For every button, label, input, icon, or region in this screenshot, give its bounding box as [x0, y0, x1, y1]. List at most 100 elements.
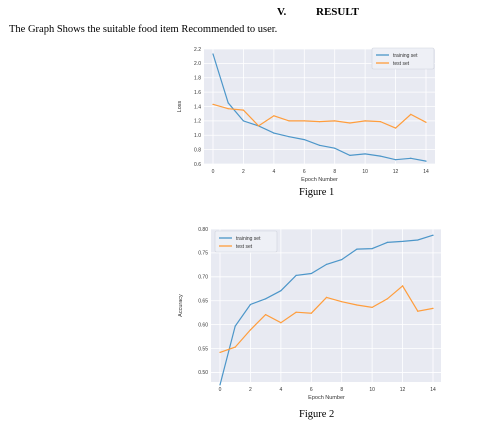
- x-tick-label: 0: [212, 169, 215, 175]
- x-tick-label: 12: [393, 169, 399, 175]
- training-set-point: [273, 132, 275, 134]
- x-tick-label: 2: [242, 169, 245, 175]
- y-tick-label: 0.75: [198, 251, 208, 257]
- section-number: V.: [277, 6, 287, 18]
- test-set-point: [379, 120, 381, 123]
- x-tick-label: 10: [369, 387, 375, 393]
- y-tick-label: 0.50: [198, 370, 208, 376]
- training-set-point: [288, 136, 290, 138]
- test-set-point: [401, 285, 404, 287]
- training-set-point: [386, 241, 388, 243]
- y-tick-label: 1.0: [194, 133, 201, 139]
- training-set-point: [410, 157, 412, 159]
- x-axis-label: Epoch Number: [301, 177, 338, 183]
- test-set-point: [334, 120, 336, 122]
- training-set-point: [364, 153, 366, 155]
- training-set-point: [341, 259, 343, 261]
- figure-2-caption: Figure 2: [299, 409, 335, 420]
- test-set-point: [410, 113, 412, 116]
- test-set-point: [425, 121, 427, 123]
- legend-box: [371, 47, 435, 70]
- training-set-point: [356, 248, 358, 250]
- training-set-point: [379, 155, 381, 157]
- training-set-point: [401, 240, 404, 243]
- test-set-point: [310, 312, 312, 314]
- x-tick-label: 4: [272, 169, 275, 175]
- y-tick-label: 0.65: [198, 299, 208, 305]
- test-set-point: [371, 306, 373, 309]
- training-set-point: [432, 234, 434, 236]
- test-set-point: [318, 120, 321, 123]
- legend-label: training set: [393, 53, 418, 59]
- test-set-point: [386, 298, 388, 300]
- x-tick-label: 4: [279, 387, 282, 393]
- test-set-point: [295, 311, 297, 313]
- test-set-point: [249, 329, 252, 331]
- legend-box: [214, 230, 278, 253]
- test-set-point: [303, 120, 305, 122]
- test-set-point: [280, 322, 282, 324]
- x-tick-label: 2: [249, 387, 252, 393]
- x-tick-label: 6: [310, 387, 313, 393]
- test-set-point: [288, 120, 290, 122]
- test-set-point: [325, 296, 328, 298]
- test-set-point: [227, 108, 229, 110]
- test-set-point: [219, 351, 221, 353]
- y-tick-label: 0.6: [194, 162, 201, 168]
- training-set-point: [212, 53, 214, 55]
- training-set-point: [227, 102, 229, 104]
- test-set-point: [394, 127, 397, 129]
- y-tick-label: 0.8: [194, 147, 201, 153]
- test-set-point: [417, 310, 419, 312]
- x-tick-label: 8: [333, 169, 336, 175]
- test-set-point: [341, 301, 343, 303]
- y-tick-label: 1.4: [194, 104, 201, 110]
- training-set-point: [334, 147, 336, 149]
- training-set-point: [325, 263, 328, 265]
- x-axis-label: Epoch Number: [308, 395, 345, 401]
- intro-paragraph: The Graph Shows the suitable food item R…: [9, 24, 278, 35]
- training-set-point: [310, 272, 312, 275]
- training-set-point: [280, 290, 282, 292]
- training-set-point: [234, 325, 236, 327]
- x-tick-label: 8: [340, 387, 343, 393]
- training-set-point: [417, 239, 419, 241]
- y-tick-label: 0.60: [198, 322, 208, 328]
- legend-label: test set: [393, 61, 410, 67]
- section-title: RESULT: [316, 6, 360, 18]
- test-set-point: [364, 120, 366, 122]
- training-set-point: [425, 160, 427, 162]
- training-set-point: [242, 120, 245, 122]
- test-set-point: [273, 115, 275, 117]
- y-tick-label: 2.0: [194, 61, 201, 67]
- x-tick-label: 6: [303, 169, 306, 175]
- x-tick-label: 12: [400, 387, 406, 393]
- x-tick-label: 14: [430, 387, 436, 393]
- test-set-point: [234, 346, 236, 348]
- loss-chart: 0 2 4 6 8 10 12 14 0.6 0.8 1.0 1.2 1.4 1.6 1.8 2.0 2.2 Ep…: [177, 47, 435, 183]
- legend-label: training set: [236, 236, 261, 242]
- training-set-point: [349, 154, 351, 156]
- test-set-point: [349, 122, 351, 124]
- test-set-point: [242, 109, 245, 111]
- y-tick-label: 1.6: [194, 90, 201, 96]
- test-set-point: [356, 304, 358, 306]
- figure-1-caption: Figure 1: [299, 187, 335, 198]
- legend-label: test set: [236, 244, 253, 250]
- test-set-point: [258, 125, 260, 127]
- test-set-point: [432, 307, 434, 309]
- y-axis-label: Accuracy: [178, 294, 184, 317]
- training-set-point: [219, 384, 221, 386]
- y-tick-label: 2.2: [194, 47, 201, 53]
- x-tick-label: 14: [423, 169, 429, 175]
- test-set-point: [212, 103, 214, 105]
- training-set-point: [295, 274, 297, 276]
- y-tick-label: 0.70: [198, 275, 208, 281]
- training-set-point: [249, 303, 252, 306]
- y-tick-label: 1.8: [194, 76, 201, 82]
- training-set-point: [303, 138, 305, 141]
- accuracy-chart: 0 2 4 6 8 10 12 14 0.50 0.55 0.60 0.65 0.70 0.75 0.80 E…: [178, 227, 441, 401]
- y-tick-label: 1.2: [194, 119, 201, 125]
- y-tick-label: 0.80: [198, 227, 208, 233]
- training-set-point: [318, 144, 321, 146]
